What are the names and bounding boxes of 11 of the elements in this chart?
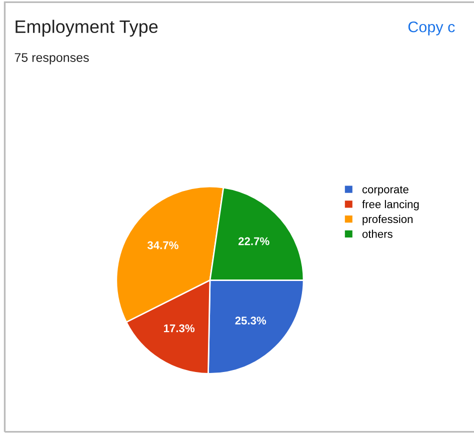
legend-label: free lancing bbox=[362, 200, 419, 210]
legend-label: corporate bbox=[362, 186, 408, 196]
text: Copy c bbox=[408, 21, 455, 36]
legend-label: others bbox=[362, 230, 392, 238]
chart-title: Employment Type bbox=[16, 20, 158, 37]
legend-label: profession bbox=[362, 214, 413, 226]
data-label: 25.3% bbox=[235, 316, 266, 325]
chart-subtitle: 75 responses bbox=[14, 53, 89, 64]
data-label: 22.7% bbox=[238, 237, 270, 246]
data-label: 34.7% bbox=[147, 241, 178, 250]
data-label: 17.3% bbox=[164, 324, 195, 332]
